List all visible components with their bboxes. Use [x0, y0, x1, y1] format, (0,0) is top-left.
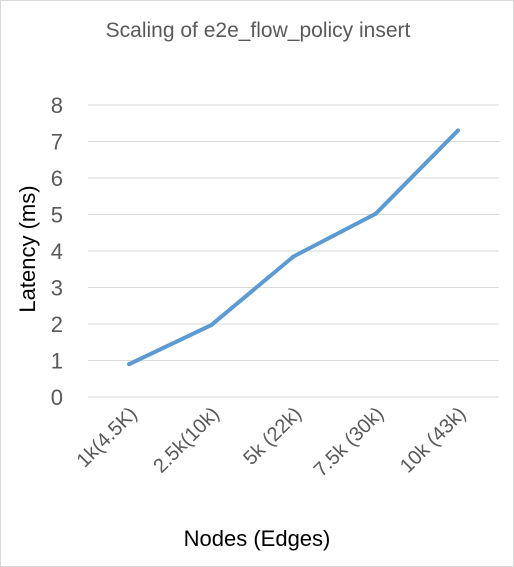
- data-point: [455, 128, 460, 133]
- series-line-0: [127, 128, 460, 367]
- data-point: [291, 254, 296, 259]
- y-tick-label: 1: [51, 349, 63, 374]
- y-axis-title: Latency (ms): [15, 185, 40, 312]
- y-tick-label: 8: [51, 93, 63, 118]
- y-axis-ticks: 0 1 2 3 4 5 6 7 8: [51, 93, 63, 410]
- y-tick-label: 4: [51, 239, 63, 264]
- y-tick-label: 6: [51, 166, 63, 191]
- y-tick-label: 0: [51, 385, 63, 410]
- series-lines: [127, 128, 460, 367]
- x-tick-label: 1k(4.5K): [73, 403, 142, 472]
- gridlines: [88, 104, 499, 398]
- data-point: [127, 362, 132, 367]
- y-tick-label: 5: [51, 203, 63, 228]
- x-tick-label: 5k (22k): [239, 403, 306, 470]
- data-point: [373, 211, 378, 216]
- y-tick-label: 2: [51, 312, 63, 337]
- x-tick-label: 10k (43k): [396, 403, 471, 478]
- x-tick-label: 7.5k (30k): [310, 403, 388, 481]
- y-tick-label: 3: [51, 276, 63, 301]
- data-point: [209, 323, 214, 328]
- y-tick-label: 7: [51, 130, 63, 155]
- chart-title: Scaling of e2e_flow_policy insert: [106, 19, 411, 42]
- x-axis-title: Nodes (Edges): [184, 526, 331, 551]
- x-tick-label: 2.5k(10k): [149, 403, 224, 478]
- x-axis-ticks: 1k(4.5K) 2.5k(10k) 5k (22k) 7.5k (30k) 10k (…: [73, 403, 471, 481]
